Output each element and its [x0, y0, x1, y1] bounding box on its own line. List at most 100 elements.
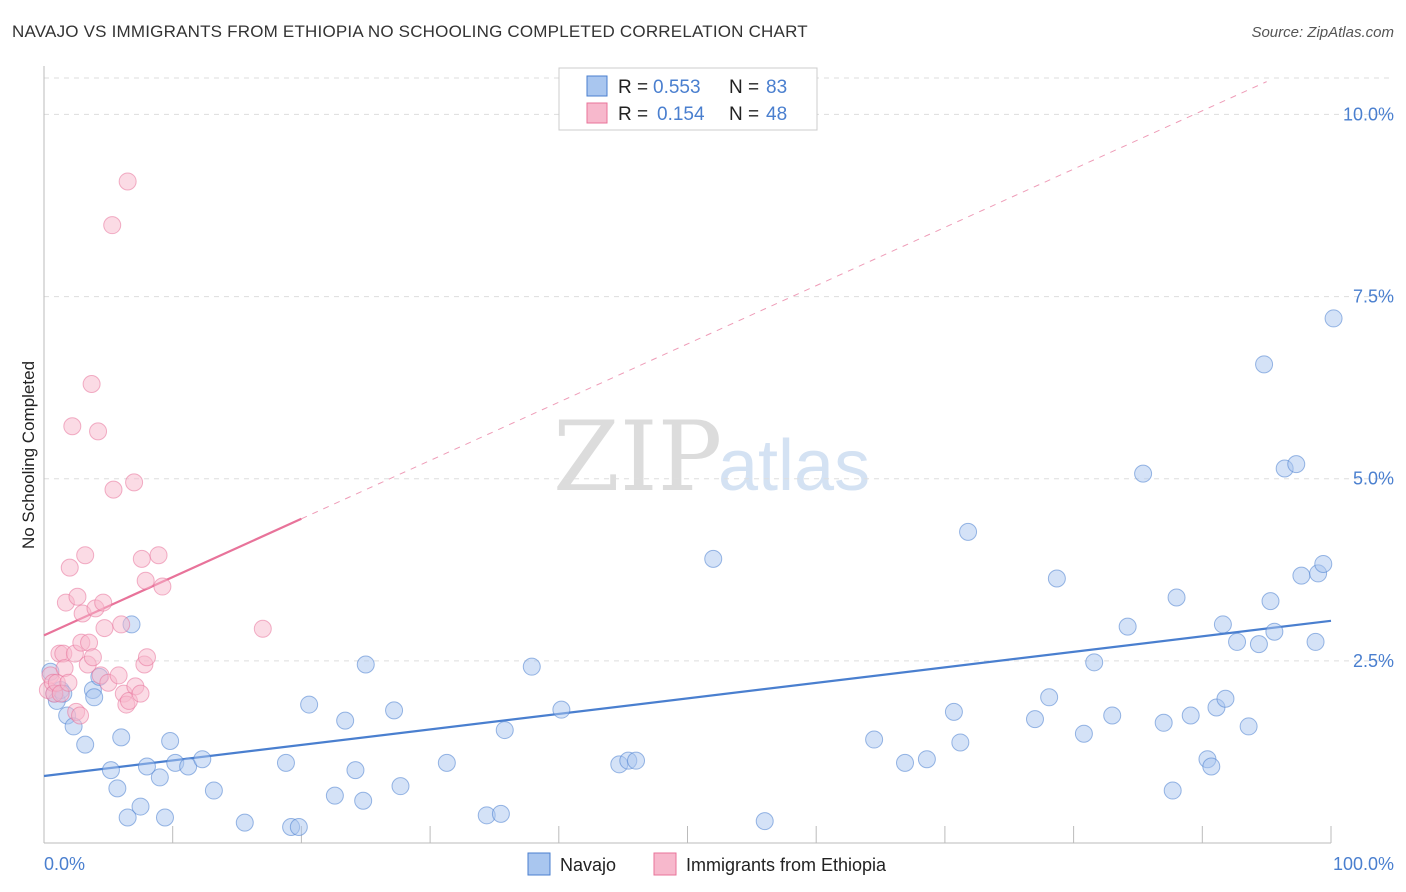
navajo-point [1292, 566, 1311, 585]
ethiopia-point [83, 648, 102, 667]
navajo-point [896, 753, 915, 772]
navajo-point [101, 761, 120, 780]
navajo-point [1287, 455, 1306, 474]
navajo-point [1040, 688, 1059, 707]
navajo-point [161, 732, 180, 750]
navajo-point [959, 522, 978, 541]
navajo-point [495, 721, 514, 740]
navajo-point [491, 804, 510, 823]
navajo-point [325, 786, 344, 805]
legend-n-label-navajo: N = [729, 77, 759, 98]
navajo-point [1154, 713, 1173, 732]
navajo-point [118, 808, 137, 827]
navajo-point [1025, 710, 1044, 729]
ethiopia-point [253, 619, 272, 638]
navajo-point [755, 812, 774, 831]
navajo-point [1249, 635, 1268, 654]
navajo-point [1167, 588, 1186, 607]
navajo-point [1306, 632, 1325, 651]
ethiopia-point [103, 216, 122, 235]
bottom-legend-label-ethiopia: Immigrants from Ethiopia [686, 855, 887, 875]
navajo-point [112, 728, 131, 747]
navajo-point [1265, 622, 1284, 641]
ethiopia-point [137, 648, 156, 667]
legend-box: R = 0.553 N = 83 R = 0.154 N = 48 [558, 67, 818, 131]
x-tick-label-min: 0.0% [44, 854, 85, 874]
ethiopia-point [95, 619, 114, 638]
navajo-point [354, 791, 373, 810]
navajo-point [865, 730, 884, 749]
ethiopia-point [89, 422, 108, 441]
navajo-point [391, 777, 410, 796]
navajo-point [85, 688, 104, 707]
navajo-point [1181, 706, 1200, 725]
y-tick-label: 10.0% [1343, 104, 1394, 124]
navajo-point [1134, 464, 1153, 483]
bottom-legend-swatch-ethiopia [653, 852, 677, 876]
ethiopia-point [153, 577, 172, 596]
ethiopia-point [82, 375, 101, 393]
navajo-point [917, 750, 936, 769]
y-axis-label: No Schooling Completed [19, 361, 38, 549]
source-label: Source: ZipAtlas.com [1251, 24, 1394, 41]
legend-swatch-navajo [586, 75, 608, 97]
ethiopia-point [131, 684, 150, 703]
ethiopia-point [59, 673, 78, 692]
navajo-point [204, 781, 223, 800]
navajo-point [137, 757, 156, 776]
legend-r-value-navajo: 0.553 [653, 77, 701, 98]
navajo-point [1228, 632, 1247, 651]
navajo-point [522, 657, 541, 676]
navajo-point [276, 753, 295, 772]
legend-r-label-ethiopia: R = [618, 104, 648, 125]
navajo-point [1163, 781, 1182, 800]
navajo-point [1074, 724, 1093, 743]
navajo-point [951, 733, 970, 752]
ethiopia-point [76, 546, 95, 565]
ethiopia-point [149, 546, 168, 565]
ethiopia-point [71, 706, 90, 725]
y-tick-label: 7.5% [1353, 287, 1394, 307]
navajo-point [1314, 554, 1333, 573]
ethiopia-point [63, 417, 82, 436]
y-tick-labels: 2.5% 5.0% 7.5% 10.0% [1343, 104, 1394, 670]
watermark-zip: ZIP [553, 401, 722, 513]
ethiopia-point [112, 615, 131, 634]
legend-r-value-ethiopia: 0.154 [657, 104, 705, 125]
navajo-point [131, 797, 150, 816]
ethiopia-point [136, 571, 155, 590]
navajo-point [1047, 569, 1066, 588]
navajo-point [1255, 355, 1274, 374]
ethiopia-point [109, 666, 128, 685]
navajo-point [944, 702, 963, 721]
ethiopia-point [125, 473, 144, 492]
navajo-point [346, 761, 365, 780]
navajo-point [76, 735, 95, 754]
navajo-point [1216, 689, 1235, 708]
bottom-legend-swatch-navajo [527, 852, 551, 876]
chart-title: NAVAJO VS IMMIGRANTS FROM ETHIOPIA NO SC… [12, 22, 808, 41]
navajo-point [1324, 309, 1343, 328]
y-tick-label: 2.5% [1353, 651, 1394, 671]
legend-r-label-navajo: R = [618, 77, 648, 98]
navajo-point [235, 813, 254, 832]
navajo-point [155, 808, 174, 827]
legend-swatch-ethiopia [586, 102, 608, 124]
navajo-point [1239, 717, 1258, 736]
legend-n-value-navajo: 83 [766, 77, 787, 98]
ethiopia-point [118, 172, 137, 191]
navajo-point [108, 779, 127, 798]
navajo-point [300, 695, 319, 714]
watermark-atlas: atlas [718, 426, 870, 506]
navajo-point [1103, 706, 1122, 725]
navajo-point [1085, 653, 1104, 672]
trend-line-solid [43, 619, 1332, 778]
ethiopia-point [94, 593, 113, 612]
navajo-point [1261, 592, 1280, 611]
navajo-point [179, 757, 198, 776]
legend-n-value-ethiopia: 48 [766, 104, 787, 125]
navajo-point [437, 753, 456, 772]
navajo-point [150, 768, 169, 787]
ethiopia-point [68, 587, 87, 606]
